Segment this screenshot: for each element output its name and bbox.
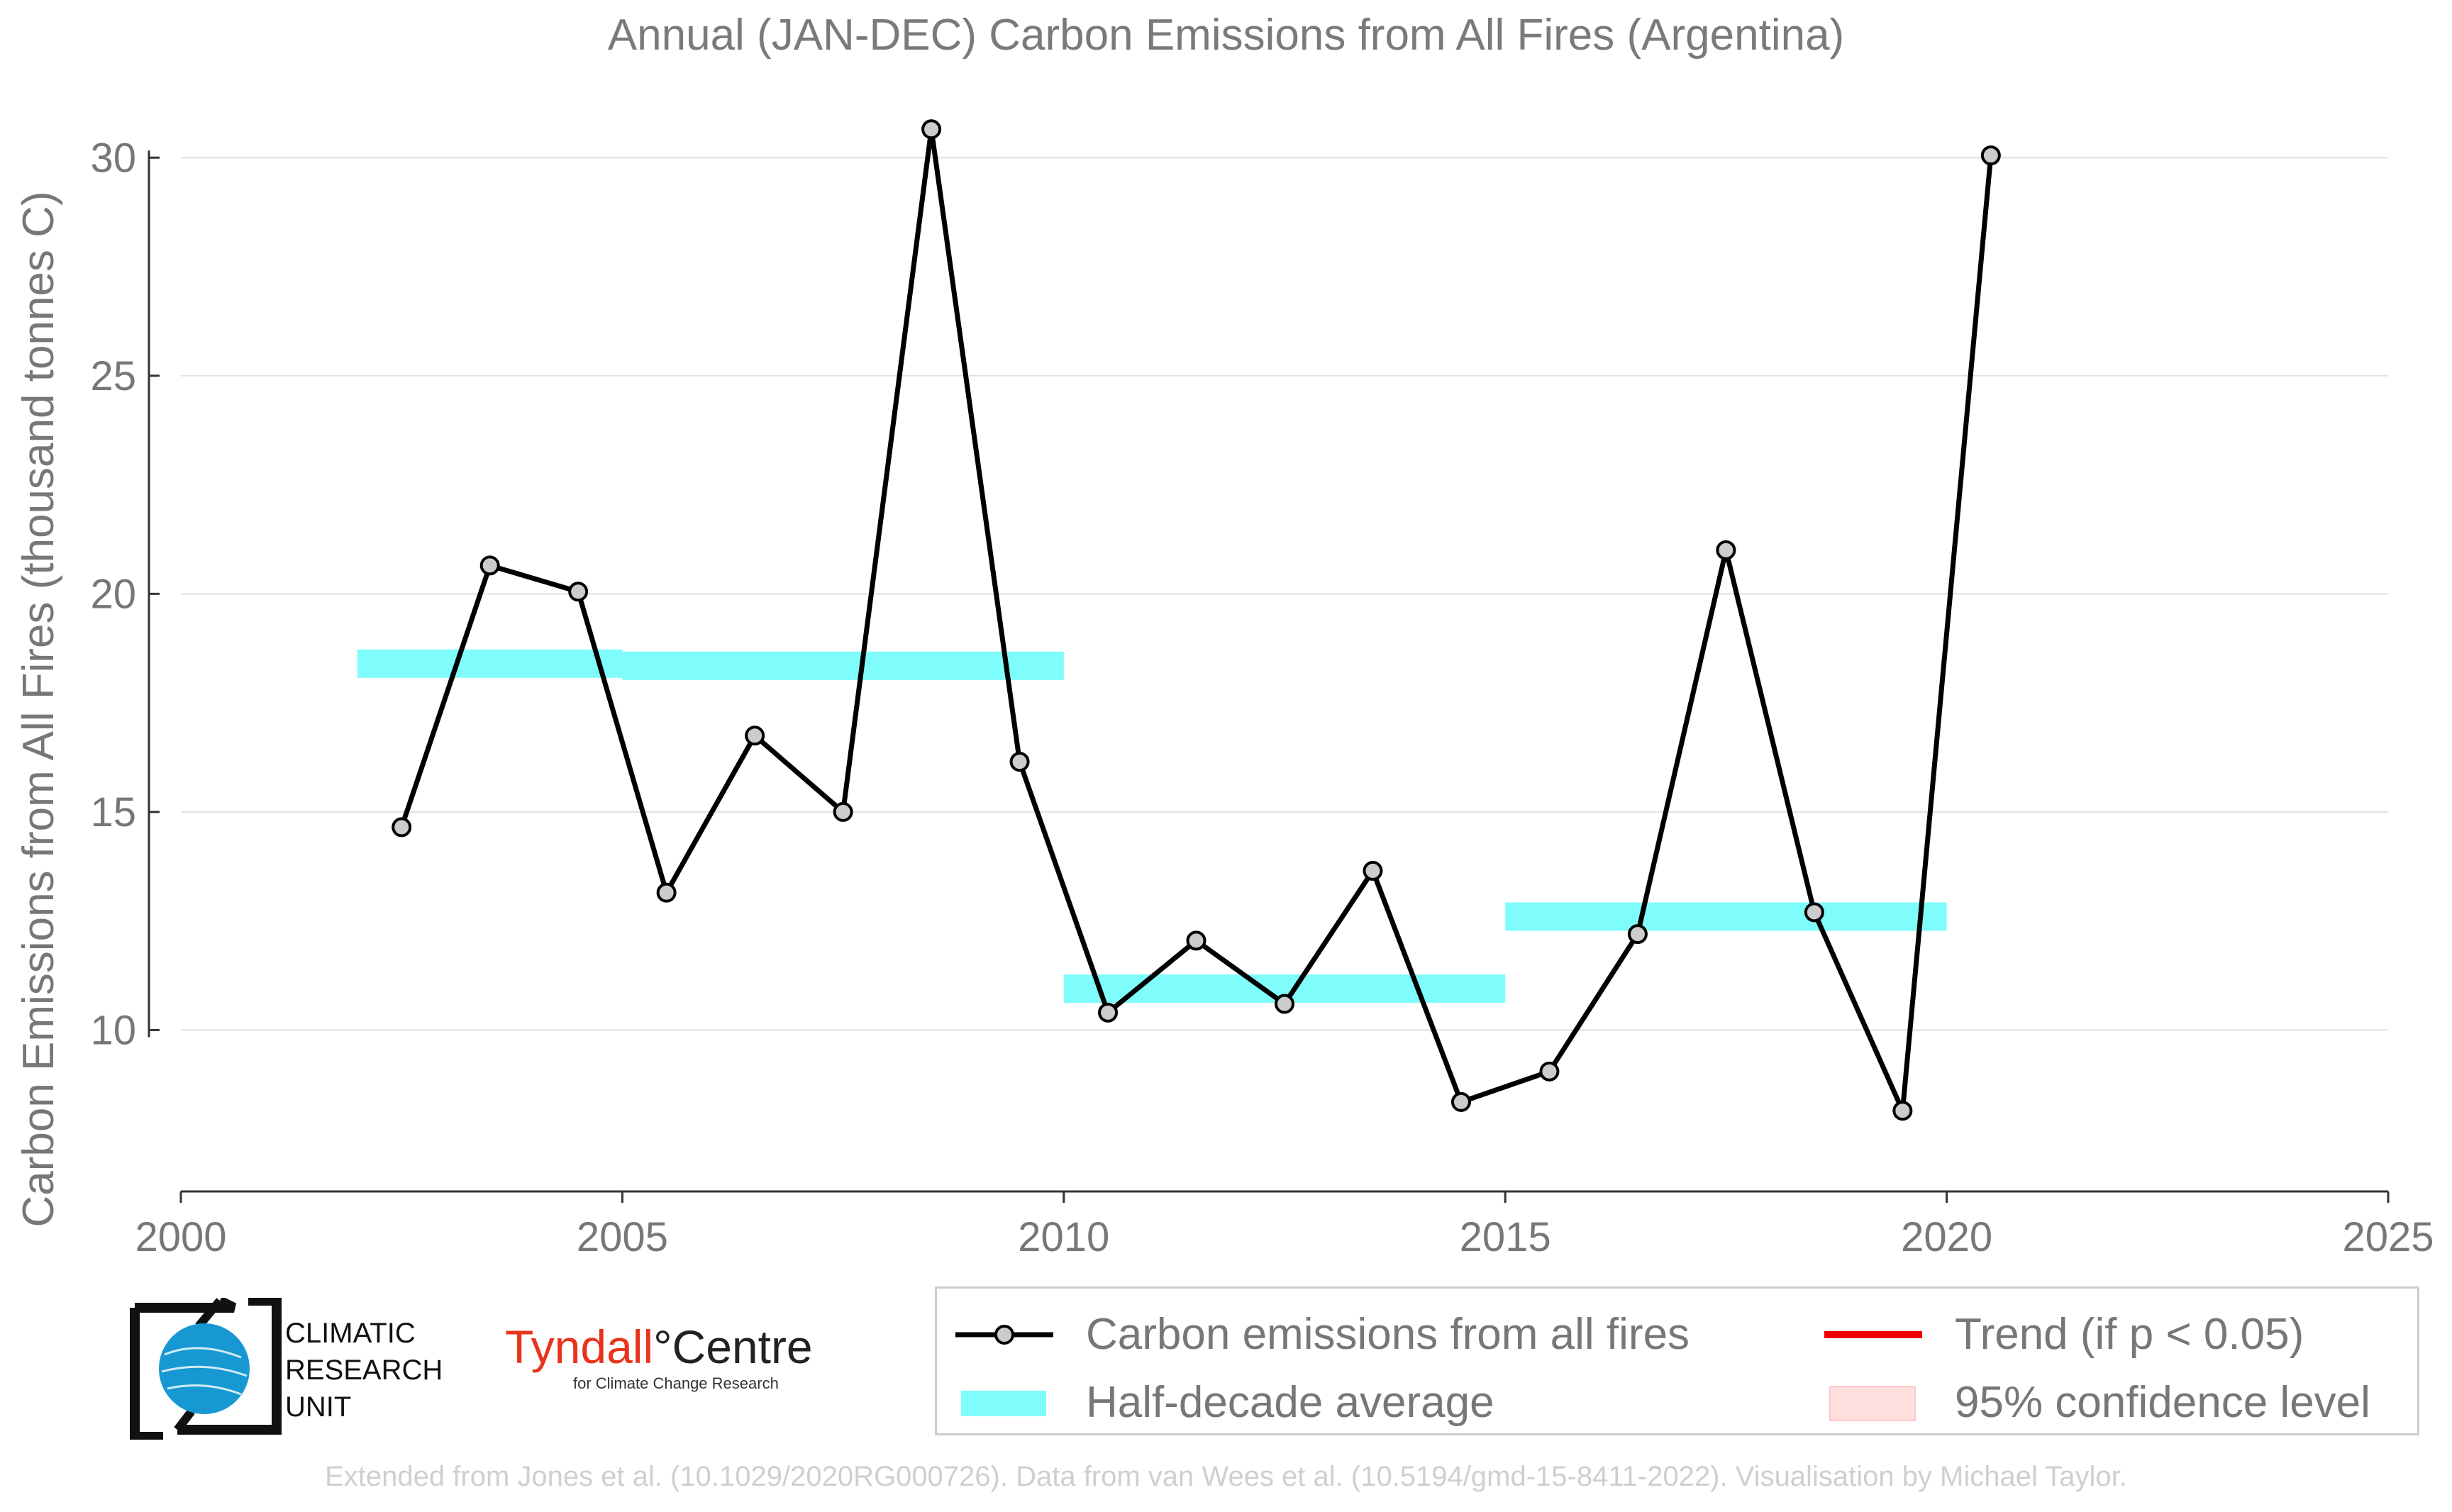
data-point bbox=[1363, 860, 1383, 881]
cru-line-3: UNIT bbox=[285, 1391, 352, 1423]
series-layer bbox=[392, 119, 2001, 1121]
legend: Carbon emissions from all fires Half-dec… bbox=[935, 1286, 2419, 1435]
tyndall-subtitle: for Climate Change Research bbox=[573, 1374, 779, 1392]
grid-lines bbox=[181, 157, 2388, 1031]
data-point bbox=[1275, 994, 1294, 1014]
legend-confidence-label: 95% confidence level bbox=[1955, 1378, 2370, 1427]
data-point bbox=[568, 582, 589, 602]
chart-title: Annual (JAN-DEC) Carbon Emissions from A… bbox=[607, 11, 1845, 60]
x-tick-label: 2000 bbox=[135, 1214, 226, 1260]
x-tick-label: 2025 bbox=[2342, 1214, 2434, 1260]
legend-half-decade-label: Half-decade average bbox=[1086, 1378, 1494, 1427]
cru-line-2: RESEARCH bbox=[285, 1355, 443, 1386]
data-point bbox=[921, 119, 942, 140]
tyndall-logo: Tyndall°Centre for Climate Change Resear… bbox=[505, 1323, 817, 1393]
y-tick-label: 15 bbox=[90, 789, 136, 835]
data-point bbox=[479, 555, 500, 576]
y-tick-label: 25 bbox=[90, 353, 136, 399]
data-point bbox=[1627, 924, 1648, 945]
half-decade-band bbox=[622, 651, 1064, 680]
cru-logo: CLIMATIC RESEARCH UNIT bbox=[128, 1296, 468, 1442]
series-line bbox=[399, 126, 1994, 1113]
data-point bbox=[1098, 1002, 1119, 1023]
data-point bbox=[1716, 540, 1736, 560]
legend-trend-label: Trend (if p < 0.05) bbox=[1955, 1310, 2304, 1359]
data-point bbox=[1186, 930, 1206, 951]
x-tick-label: 2020 bbox=[1901, 1214, 1992, 1260]
y-tick-label: 10 bbox=[90, 1007, 136, 1053]
legend-series-swatch bbox=[955, 1325, 1053, 1345]
cru-line-1: CLIMATIC bbox=[285, 1318, 416, 1349]
legend-half-decade-swatch bbox=[961, 1391, 1046, 1416]
data-point bbox=[1804, 902, 1824, 923]
y-axis-label: Carbon Emissions from All Fires (thousan… bbox=[14, 191, 63, 1227]
legend-series-label: Carbon emissions from all fires bbox=[1086, 1310, 1690, 1359]
cru-logo-icon bbox=[130, 1296, 282, 1442]
legend-trend-swatch bbox=[1824, 1331, 1922, 1338]
x-tick-label: 2005 bbox=[577, 1214, 668, 1260]
data-point bbox=[745, 726, 765, 746]
cru-text: CLIMATIC RESEARCH UNIT bbox=[285, 1315, 443, 1425]
data-point bbox=[1980, 145, 2001, 166]
x-tick-label: 2010 bbox=[1018, 1214, 1109, 1260]
tyndall-centre: Centre bbox=[672, 1321, 813, 1373]
legend-confidence-swatch bbox=[1829, 1386, 1916, 1421]
half-decade-bands bbox=[357, 649, 1947, 1003]
x-tick-label: 2015 bbox=[1460, 1214, 1551, 1260]
half-decade-band bbox=[357, 649, 623, 678]
credit-line: Extended from Jones et al. (10.1029/2020… bbox=[325, 1461, 2127, 1492]
y-tick-label: 30 bbox=[90, 135, 136, 181]
half-decade-band bbox=[1505, 902, 1947, 931]
data-point bbox=[1539, 1061, 1560, 1082]
tyndall-name: Tyndall°Centre bbox=[505, 1323, 817, 1370]
data-point bbox=[833, 801, 853, 822]
data-point bbox=[1450, 1091, 1471, 1112]
tyndall-word: Tyndall bbox=[505, 1321, 654, 1373]
data-point bbox=[392, 817, 412, 838]
data-point bbox=[1009, 752, 1030, 772]
data-point bbox=[1892, 1101, 1913, 1121]
data-point bbox=[656, 882, 677, 903]
tyndall-degree: ° bbox=[653, 1321, 672, 1373]
y-tick-label: 20 bbox=[90, 571, 136, 617]
